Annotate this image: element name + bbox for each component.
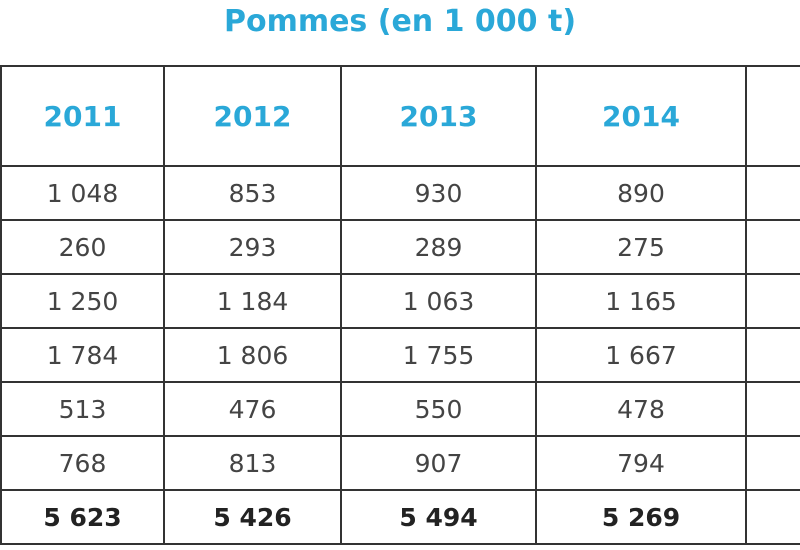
cell: 513 bbox=[0, 381, 165, 437]
cell: 813 bbox=[163, 435, 342, 491]
data-row: 1 784 1 806 1 755 1 667 bbox=[0, 327, 800, 383]
cut-cell bbox=[745, 435, 800, 491]
cell: 930 bbox=[340, 165, 537, 221]
cut-cell bbox=[745, 273, 800, 329]
cut-cell bbox=[745, 381, 800, 437]
header-cell: 2013 bbox=[340, 65, 537, 167]
cell: 5 426 bbox=[163, 489, 342, 545]
cell: 853 bbox=[163, 165, 342, 221]
cell: 1 806 bbox=[163, 327, 342, 383]
cell: 1 165 bbox=[535, 273, 747, 329]
cut-cell bbox=[745, 65, 800, 167]
cut-cell bbox=[745, 327, 800, 383]
cell: 289 bbox=[340, 219, 537, 275]
data-row: 1 048 853 930 890 bbox=[0, 165, 800, 221]
cut-cell bbox=[745, 489, 800, 545]
cell: 1 667 bbox=[535, 327, 747, 383]
header-cell: 2014 bbox=[535, 65, 747, 167]
cut-cell bbox=[745, 165, 800, 221]
cell: 550 bbox=[340, 381, 537, 437]
data-row: 260 293 289 275 bbox=[0, 219, 800, 275]
cell: 768 bbox=[0, 435, 165, 491]
cell: 275 bbox=[535, 219, 747, 275]
cell: 1 048 bbox=[0, 165, 165, 221]
cell: 5 623 bbox=[0, 489, 165, 545]
cell: 794 bbox=[535, 435, 747, 491]
table-title: Pommes (en 1 000 t) bbox=[223, 4, 577, 39]
cell: 476 bbox=[163, 381, 342, 437]
data-row: 1 250 1 184 1 063 1 165 bbox=[0, 273, 800, 329]
cell: 260 bbox=[0, 219, 165, 275]
cell: 5 494 bbox=[340, 489, 537, 545]
cell: 907 bbox=[340, 435, 537, 491]
cell: 478 bbox=[535, 381, 747, 437]
cell: 890 bbox=[535, 165, 747, 221]
header-row: 2011 2012 2013 2014 bbox=[0, 65, 800, 167]
data-row: 513 476 550 478 bbox=[0, 381, 800, 437]
cell: 1 784 bbox=[0, 327, 165, 383]
cell: 1 184 bbox=[163, 273, 342, 329]
cell: 1 755 bbox=[340, 327, 537, 383]
data-table: 2011 2012 2013 2014 1 048 853 930 890 260 293 289 2… bbox=[0, 65, 800, 545]
cell: 293 bbox=[163, 219, 342, 275]
cell: 1 063 bbox=[340, 273, 537, 329]
data-row: 768 813 907 794 bbox=[0, 435, 800, 491]
header-cell: 2011 bbox=[0, 65, 165, 167]
cell: 5 269 bbox=[535, 489, 747, 545]
data-row: 5 623 5 426 5 494 5 269 bbox=[0, 489, 800, 545]
cut-cell bbox=[745, 219, 800, 275]
header-cell: 2012 bbox=[163, 65, 342, 167]
cell: 1 250 bbox=[0, 273, 165, 329]
